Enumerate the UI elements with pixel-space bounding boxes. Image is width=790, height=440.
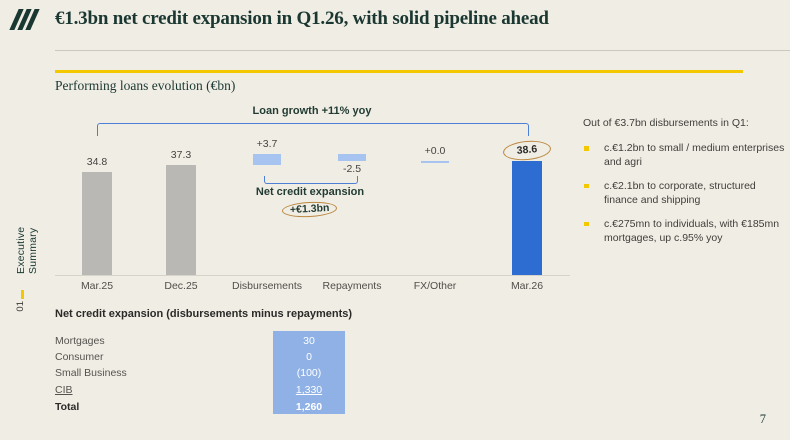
chart-x-label: Repayments — [322, 280, 382, 292]
bullet-text: c.€1.2bn to small / medium enterprises a… — [604, 142, 785, 168]
net-credit-bracket — [264, 176, 358, 184]
row-value: 0 — [306, 351, 312, 363]
row-value: 1,330 — [295, 384, 323, 396]
chart-value-label: +3.7 — [256, 138, 278, 151]
bullet-item: c.€275mn to individuals, with €185mn mor… — [583, 218, 787, 246]
chart-x-label: Mar.26 — [510, 280, 544, 292]
sidebar-accent-dash — [21, 290, 24, 299]
table-row: Total 1,260 — [55, 400, 355, 414]
chart-bar-disbursements — [253, 154, 281, 165]
panel-title: Out of €3.7bn disbursements in Q1: — [583, 117, 749, 129]
chart-bar-mar-25 — [82, 172, 112, 275]
net-credit-value-wrap: +€1.3bn — [210, 199, 410, 219]
row-label: CIB — [55, 384, 73, 396]
row-value: 30 — [303, 335, 315, 347]
net-credit-expansion-label: Net credit expansion — [255, 186, 365, 198]
loan-growth-bracket — [97, 123, 529, 136]
row-value: (100) — [296, 367, 322, 379]
bullet-text: c.€275mn to individuals, with €185mn mor… — [604, 217, 780, 244]
logo-slashes-icon — [9, 9, 40, 31]
bullet-square-icon — [584, 146, 589, 151]
chart-value-label: 34.8 — [86, 156, 108, 169]
loan-growth-label: Loan growth +11% yoy — [252, 105, 372, 117]
row-label: Consumer — [55, 351, 104, 363]
title-divider — [55, 50, 790, 51]
sidebar-section-number: 01 — [15, 301, 26, 312]
chart-x-label: Dec.25 — [164, 280, 198, 292]
section-accent-line — [55, 70, 743, 73]
table-row: CIB 1,330 — [55, 383, 355, 397]
row-label: Mortgages — [55, 335, 105, 347]
net-credit-table: Net credit expansion (disbursements minu… — [55, 308, 455, 418]
bullet-item: c.€2.1bn to corporate, structured financ… — [583, 180, 787, 208]
net-credit-value-circled: +€1.3bn — [281, 200, 339, 219]
chart-bar-dec-25 — [166, 164, 196, 275]
chart-bar-repayments — [338, 154, 366, 162]
disbursements-panel: Out of €3.7bn disbursements in Q1: c.€1.… — [583, 117, 787, 256]
row-label: Small Business — [55, 367, 127, 379]
chart-value-label: +0.0 — [424, 145, 446, 158]
bullet-square-icon — [584, 221, 589, 227]
page-title: €1.3bn net credit expansion in Q1.26, wi… — [55, 8, 549, 29]
chart-x-label: FX/Other — [413, 280, 457, 292]
chart-bar-mar-26 — [512, 161, 542, 275]
chart-value-label: 38.6 — [502, 139, 552, 163]
chart-x-label: Disbursements — [231, 280, 303, 292]
row-value: 1,260 — [295, 401, 323, 413]
chart-x-label: Mar.25 — [80, 280, 114, 292]
bullet-text: c.€2.1bn to corporate, structured financ… — [604, 179, 756, 206]
bullet-item: c.€1.2bn to small / medium enterprises a… — [583, 142, 787, 170]
x-axis-line — [55, 275, 570, 276]
table-row: Small Business (100) — [55, 366, 355, 380]
table-row: Mortgages 30 — [55, 334, 355, 348]
bullet-square-icon — [584, 183, 589, 189]
chart-bar-fx-other — [421, 161, 449, 163]
table-title: Net credit expansion (disbursements minu… — [55, 308, 353, 320]
sidebar-section-label: Executive Summary — [15, 226, 39, 274]
table-row: Consumer 0 — [55, 350, 355, 364]
row-label: Total — [55, 401, 80, 413]
chart-section-title: Performing loans evolution (€bn) — [55, 78, 236, 93]
page-number: 7 — [759, 412, 766, 426]
chart-value-label: 37.3 — [170, 148, 192, 161]
waterfall-chart: Loan growth +11% yoy Net credit expansio… — [55, 100, 580, 292]
table-value-column — [273, 331, 345, 414]
chart-value-label: -2.5 — [342, 163, 362, 176]
